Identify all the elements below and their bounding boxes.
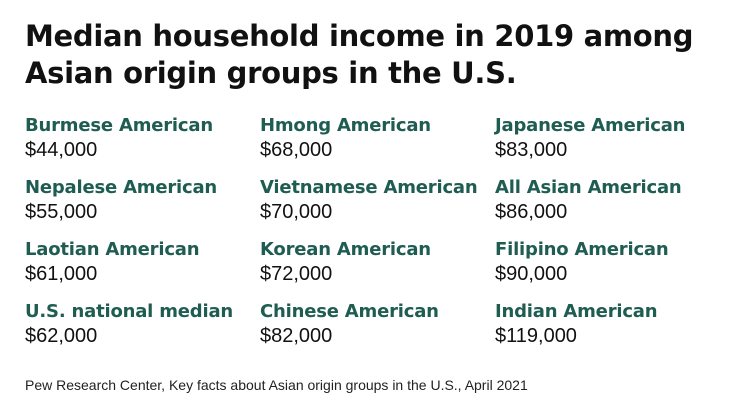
income-cell: Chinese American $82,000	[260, 301, 495, 357]
group-label: Indian American	[495, 301, 658, 322]
income-cell: Vietnamese American $70,000	[260, 177, 495, 233]
source-note: Pew Research Center, Key facts about Asi…	[25, 377, 528, 393]
income-cell: Hmong American $68,000	[260, 115, 495, 171]
income-grid: Burmese American $44,000 Nepalese American…	[25, 115, 725, 355]
group-label: Laotian American	[25, 239, 200, 260]
income-cell: Japanese American $83,000	[495, 115, 730, 171]
income-cell: Indian American $119,000	[495, 301, 730, 357]
group-label: Filipino American	[495, 239, 669, 260]
income-cell: Laotian American $61,000	[25, 239, 260, 295]
income-value: $68,000	[260, 139, 333, 161]
income-value: $70,000	[260, 201, 333, 223]
group-label: U.S. national median	[25, 301, 234, 322]
income-value: $61,000	[25, 263, 98, 285]
chart-title: Median household income in 2019 among As…	[25, 19, 694, 90]
group-label: Burmese American	[25, 115, 213, 136]
income-cell: Burmese American $44,000	[25, 115, 260, 171]
income-value: $86,000	[495, 201, 568, 223]
income-cell: Filipino American $90,000	[495, 239, 730, 295]
income-value: $82,000	[260, 325, 333, 347]
income-value: $83,000	[495, 139, 568, 161]
income-value: $72,000	[260, 263, 333, 285]
group-label: Nepalese American	[25, 177, 218, 198]
group-label: Japanese American	[495, 115, 686, 136]
group-label: Korean American	[260, 239, 431, 260]
income-cell: U.S. national median $62,000	[25, 301, 260, 357]
income-value: $119,000	[495, 325, 577, 347]
income-cell: Korean American $72,000	[260, 239, 495, 295]
income-cell: Nepalese American $55,000	[25, 177, 260, 233]
group-label: Vietnamese American	[260, 177, 478, 198]
income-value: $90,000	[495, 263, 568, 285]
income-value: $44,000	[25, 139, 98, 161]
group-label: Hmong American	[260, 115, 431, 136]
income-cell: All Asian American $86,000	[495, 177, 730, 233]
income-value: $62,000	[25, 325, 98, 347]
group-label: Chinese American	[260, 301, 439, 322]
group-label: All Asian American	[495, 177, 682, 198]
income-value: $55,000	[25, 201, 98, 223]
